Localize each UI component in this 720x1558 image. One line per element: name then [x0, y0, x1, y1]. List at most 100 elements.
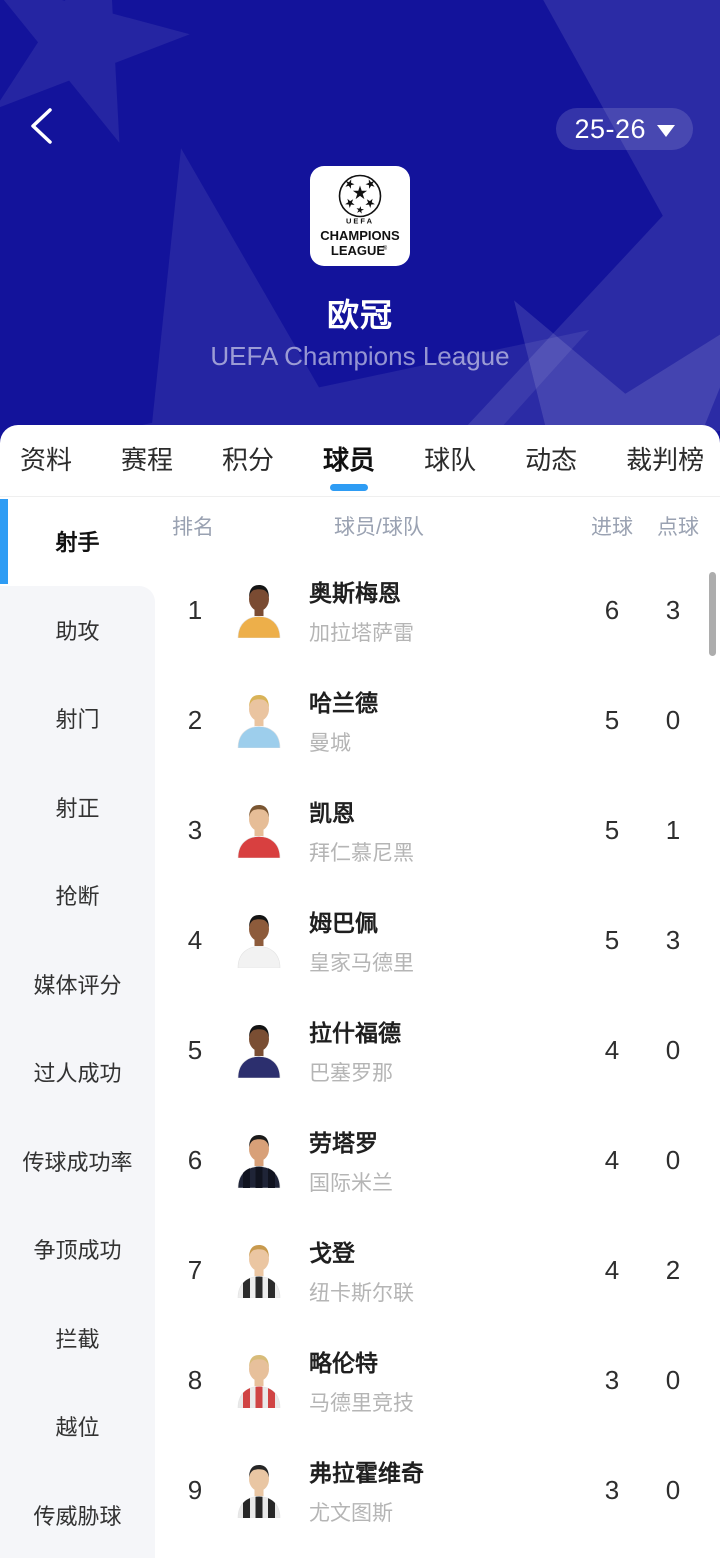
- player-info: 哈兰德 曼城: [299, 684, 584, 757]
- player-rows: 1 奥斯梅恩 加拉塔萨雷 6 3 2 哈兰德 曼城 5 0 3 凯恩 拜仁慕尼黑 5 1 4 姆巴佩 皇家…: [155, 555, 720, 1545]
- player-team: 皇家马德里: [309, 951, 414, 975]
- penalties-value: 0: [665, 1144, 681, 1175]
- player-row[interactable]: 3 凯恩 拜仁慕尼黑 5 1: [155, 775, 720, 885]
- season-label: 25-26: [574, 113, 646, 144]
- tab-1[interactable]: 资料: [20, 445, 73, 475]
- player-name: 凯恩: [309, 799, 355, 826]
- tab-7[interactable]: 裁判榜: [626, 445, 705, 475]
- back-button[interactable]: [24, 104, 64, 148]
- avatar-cell: [235, 582, 299, 638]
- player-team: 加拉塔萨雷: [309, 621, 414, 645]
- stat-category-sidebar: 射手 助攻 射门 射正 抢断 媒体评分 过人成功 传球成功率 争顶成功 拦截 越位 传威胁球: [0, 497, 155, 1558]
- sidebar-item-4[interactable]: 射正: [0, 762, 155, 851]
- rank-value: 5: [187, 1034, 203, 1065]
- tab-3[interactable]: 积分: [222, 445, 275, 475]
- player-name: 姆巴佩: [309, 909, 378, 936]
- avatar-cell: [235, 1352, 299, 1408]
- player-row[interactable]: 8 略伦特 马德里竞技 3 0: [155, 1325, 720, 1435]
- tab-6[interactable]: 动态: [525, 445, 578, 475]
- sidebar-item-1[interactable]: 射手: [0, 497, 155, 586]
- sidebar-item-12[interactable]: 传威胁球: [0, 1470, 155, 1558]
- column-header-rank: 排名: [172, 516, 214, 539]
- player-avatar: [237, 1245, 281, 1298]
- rank-value: 8: [187, 1364, 203, 1395]
- player-info: 姆巴佩 皇家马德里: [299, 904, 584, 977]
- player-row[interactable]: 1 奥斯梅恩 加拉塔萨雷 6 3: [155, 555, 720, 665]
- player-team: 纽卡斯尔联: [309, 1281, 414, 1305]
- player-row[interactable]: 9 弗拉霍维奇 尤文图斯 3 0: [155, 1435, 720, 1545]
- player-info: 劳塔罗 国际米兰: [299, 1124, 584, 1197]
- player-row[interactable]: 7 戈登纽卡斯尔联 4 2: [155, 1215, 720, 1325]
- sidebar-item-3[interactable]: 射门: [0, 674, 155, 763]
- goals-value: 5: [604, 924, 620, 955]
- player-row[interactable]: 2 哈兰德曼城 5 0: [155, 665, 720, 775]
- player-team: 曼城: [309, 731, 351, 755]
- player-row[interactable]: 5 拉什福德 巴塞罗那 4 0: [155, 995, 720, 1105]
- sidebar-item-5[interactable]: 抢断: [0, 851, 155, 940]
- column-header-penalties: 点球: [657, 516, 699, 539]
- goals-value: 4: [604, 1034, 620, 1065]
- sidebar-item-6[interactable]: 媒体评分: [0, 939, 155, 1028]
- player-team: 巴塞罗那: [309, 1061, 393, 1085]
- rank-value: 3: [187, 814, 203, 845]
- avatar-cell: [235, 1022, 299, 1078]
- player-team: 马德里竞技: [309, 1391, 414, 1415]
- rank-value: 9: [187, 1474, 203, 1505]
- sidebar-item-7[interactable]: 过人成功: [0, 1028, 155, 1117]
- avatar-cell: [235, 1242, 299, 1298]
- penalties-value: 3: [665, 924, 681, 955]
- goals-value: 3: [604, 1474, 620, 1505]
- player-avatar: [237, 915, 281, 968]
- player-name: 哈兰德: [309, 689, 378, 716]
- player-row[interactable]: 4 姆巴佩 皇家马德里 5 3: [155, 885, 720, 995]
- player-info: 拉什福德 巴塞罗那: [299, 1014, 584, 1087]
- table-header-row: 排名 球员/球队 进球 点球: [155, 497, 720, 555]
- player-name: 弗拉霍维奇: [309, 1459, 424, 1486]
- season-selector[interactable]: 25-26: [556, 108, 693, 150]
- player-avatar: [237, 805, 281, 858]
- avatar-cell: [235, 1462, 299, 1518]
- player-avatar: [237, 1025, 281, 1078]
- league-subtitle: UEFA Champions League: [210, 341, 510, 371]
- goals-value: 5: [604, 704, 620, 735]
- scrollbar-thumb[interactable]: [709, 572, 716, 656]
- sidebar-item-10[interactable]: 拦截: [0, 1293, 155, 1382]
- tab-5[interactable]: 球队: [424, 445, 477, 475]
- player-avatar: [237, 1135, 281, 1188]
- avatar-cell: [235, 912, 299, 968]
- player-info: 奥斯梅恩 加拉塔萨雷: [299, 574, 584, 647]
- tab-4[interactable]: 球员: [323, 425, 375, 496]
- penalties-value: 2: [665, 1254, 681, 1285]
- avatar-cell: [235, 692, 299, 748]
- player-avatar: [237, 1355, 281, 1408]
- starball-pattern: [0, 0, 720, 448]
- penalties-value: 0: [665, 1034, 681, 1065]
- player-info: 略伦特 马德里竞技: [299, 1344, 584, 1417]
- league-header: 25-26 UEFA CHAMPIONS LEAGUE ® 欧冠 UEFA Ch…: [0, 0, 720, 448]
- sidebar-item-8[interactable]: 传球成功率: [0, 1116, 155, 1205]
- goals-value: 4: [604, 1254, 620, 1285]
- player-name: 略伦特: [309, 1349, 378, 1376]
- player-name: 奥斯梅恩: [309, 579, 401, 606]
- penalties-value: 3: [665, 594, 681, 625]
- player-name: 戈登: [309, 1239, 355, 1266]
- tab-2[interactable]: 赛程: [121, 445, 174, 475]
- sidebar-item-11[interactable]: 越位: [0, 1382, 155, 1471]
- player-info: 凯恩 拜仁慕尼黑: [299, 794, 584, 867]
- penalties-value: 0: [665, 704, 681, 735]
- rank-value: 2: [187, 704, 203, 735]
- stats-body: 射手 助攻 射门 射正 抢断 媒体评分 过人成功 传球成功率 争顶成功 拦截 越位 传威胁球 排名 球…: [0, 497, 720, 1558]
- player-row[interactable]: 6 劳塔罗 国际米兰 4 0: [155, 1105, 720, 1215]
- sidebar-item-2[interactable]: 助攻: [0, 585, 155, 674]
- goals-value: 6: [604, 594, 620, 625]
- player-avatar: [237, 1465, 281, 1518]
- column-header-player-team: 球员/球队: [334, 516, 424, 539]
- player-avatar: [237, 585, 281, 638]
- goals-value: 3: [604, 1364, 620, 1395]
- scorer-table: 排名 球员/球队 进球 点球 1 奥斯梅恩 加拉塔萨雷 6 3 2 哈兰德 曼城 5 0 3 凯…: [155, 497, 720, 1557]
- avatar-cell: [235, 1132, 299, 1188]
- avatar-cell: [235, 802, 299, 858]
- rank-value: 7: [187, 1254, 203, 1285]
- sidebar-item-9[interactable]: 争顶成功: [0, 1205, 155, 1294]
